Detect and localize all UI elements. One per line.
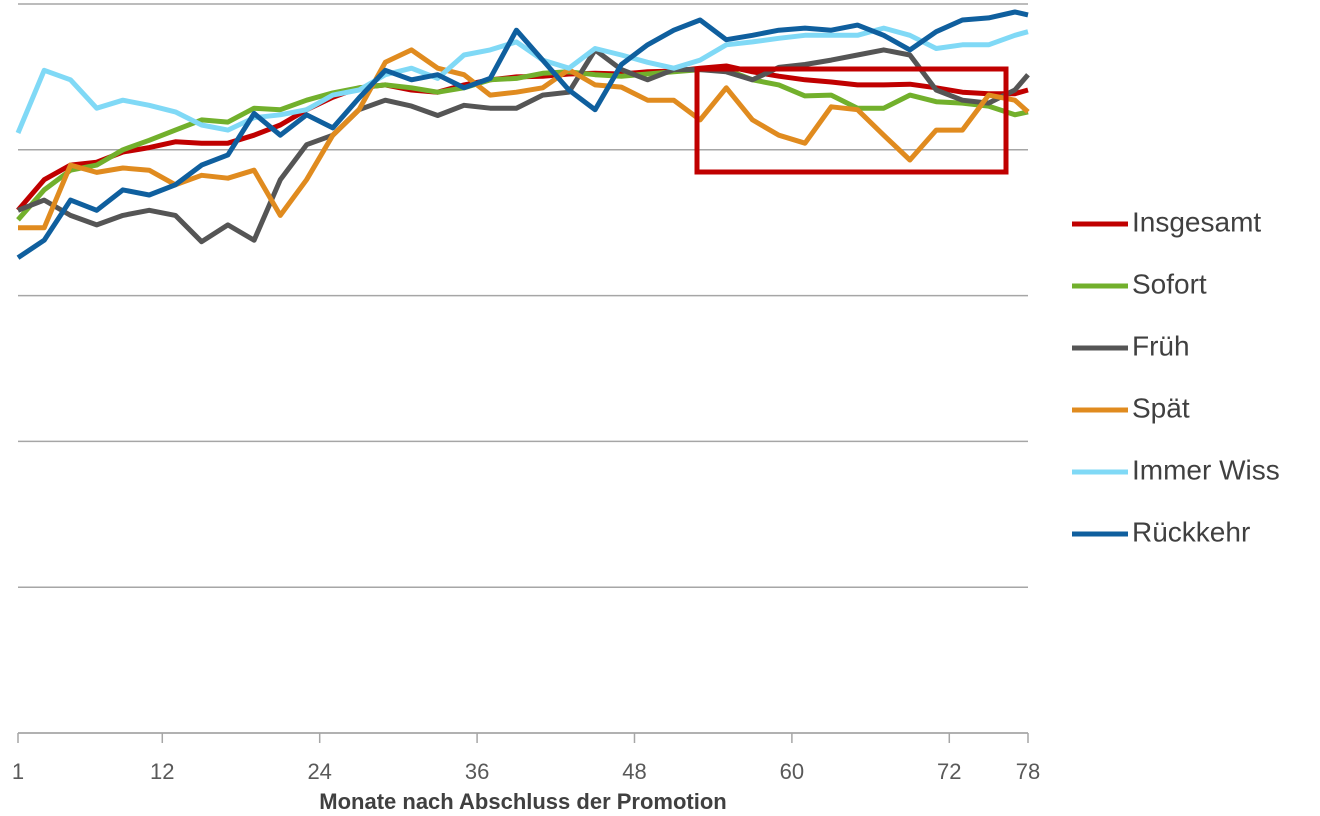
x-tick-label: 78 xyxy=(1016,759,1040,784)
x-tick-label: 60 xyxy=(780,759,804,784)
x-tick-label: 24 xyxy=(307,759,331,784)
legend-label: Immer Wiss xyxy=(1132,454,1280,485)
legend-label: Insgesamt xyxy=(1132,206,1261,237)
x-tick-label: 12 xyxy=(150,759,174,784)
series-line xyxy=(16,67,1029,222)
x-axis-label: Monate nach Abschluss der Promotion xyxy=(319,789,726,814)
series-line xyxy=(17,47,1030,245)
legend-label: Sofort xyxy=(1132,268,1207,299)
legend-label: Früh xyxy=(1132,330,1190,361)
x-tick-label: 48 xyxy=(622,759,646,784)
series-line xyxy=(16,9,1029,260)
x-tick-label: 36 xyxy=(465,759,489,784)
highlight-box xyxy=(694,66,1009,175)
x-tick-label: 72 xyxy=(937,759,961,784)
series-line xyxy=(18,47,1030,231)
x-tick-label: 1 xyxy=(12,759,24,784)
legend-label: Rückkehr xyxy=(1132,516,1250,547)
series-line xyxy=(15,25,1029,134)
legend-label: Spät xyxy=(1132,392,1190,423)
